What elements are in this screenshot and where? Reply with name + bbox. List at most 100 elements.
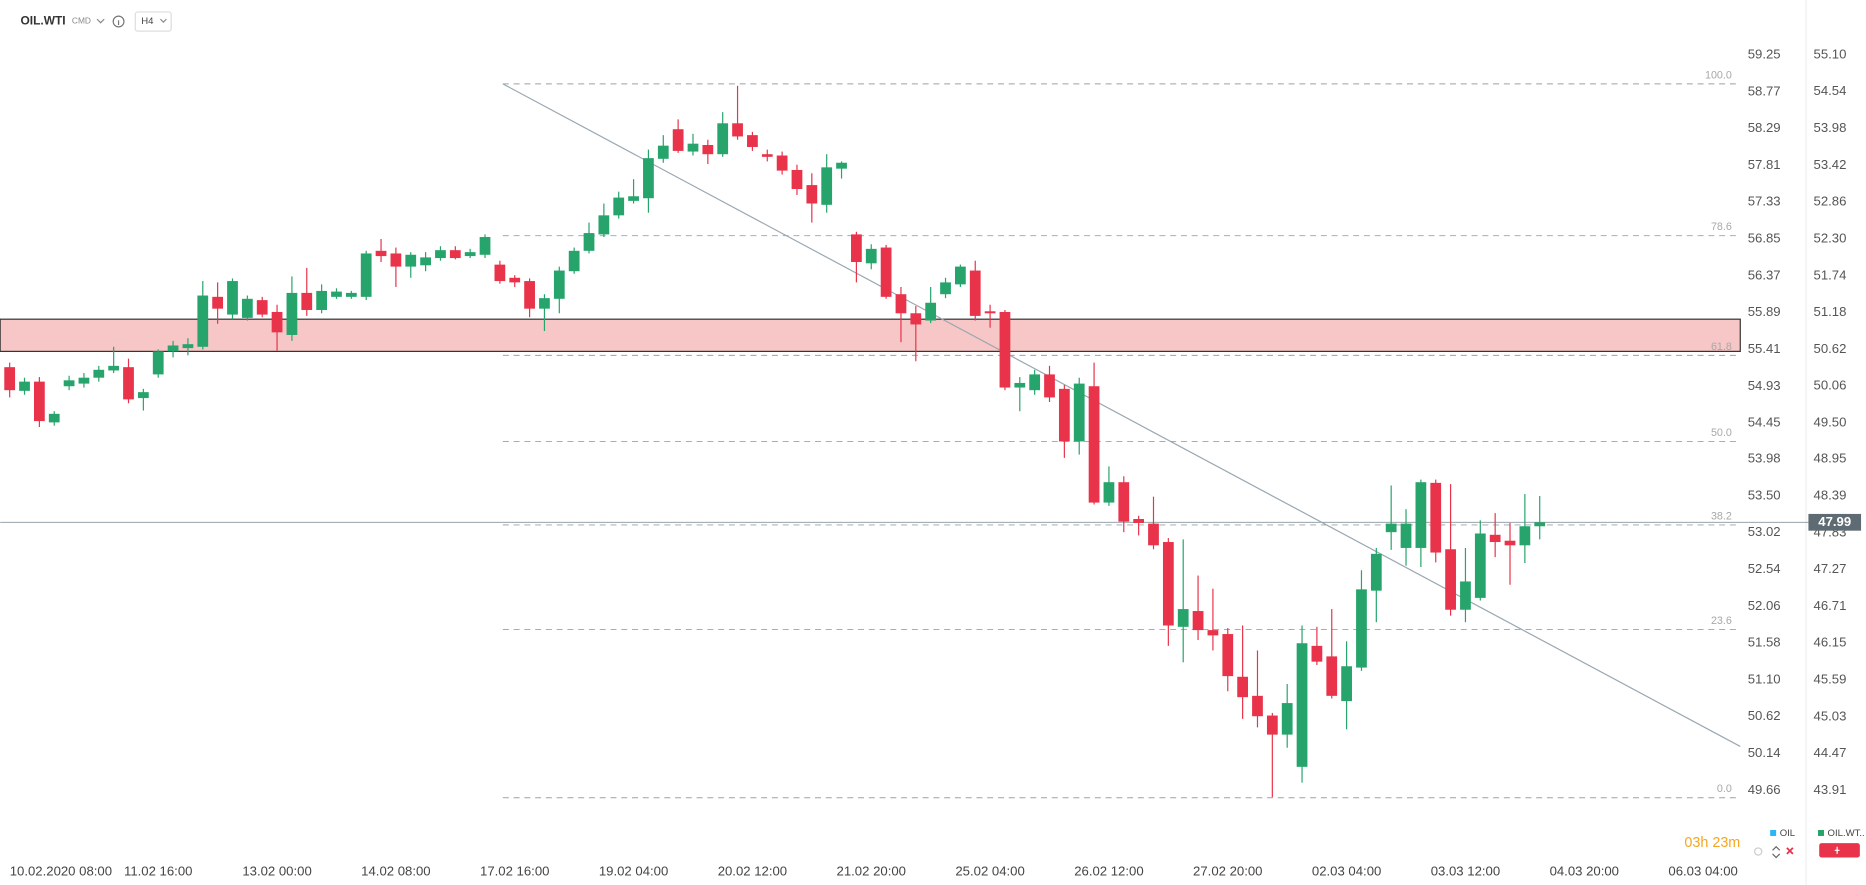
- candle-body: [63, 380, 75, 387]
- candle-body: [955, 266, 966, 285]
- candle-body: [687, 143, 699, 152]
- candle-body: [524, 281, 535, 309]
- candle-body: [1430, 482, 1442, 553]
- y2-tick-label: 54.54: [1814, 83, 1847, 98]
- dropdown-arrow[interactable]: [96, 18, 105, 24]
- candle-body: [33, 381, 45, 422]
- candle-body: [1519, 526, 1531, 546]
- timeframe-select[interactable]: [134, 11, 172, 32]
- candle-body: [345, 292, 357, 297]
- candle-body: [1474, 533, 1486, 598]
- y2-tick-label: 44.47: [1814, 745, 1847, 760]
- legend-swatch: [1770, 829, 1777, 836]
- candle-body: [925, 302, 937, 321]
- eye-icon[interactable]: [1754, 847, 1763, 856]
- candle-body: [182, 344, 194, 349]
- order-arrows[interactable]: [1772, 845, 1781, 859]
- countdown: 03h 23m: [1684, 835, 1740, 851]
- candle-body: [167, 345, 179, 352]
- y-tick-label: 51.10: [1748, 671, 1781, 686]
- y2-tick-label: 55.10: [1814, 46, 1847, 61]
- candle-body: [152, 351, 164, 375]
- candle-body: [271, 311, 283, 333]
- remove-button-icon: [1834, 846, 1840, 854]
- candle-body: [464, 252, 476, 257]
- y-tick-label: 54.93: [1748, 378, 1781, 393]
- y2-tick-label: 52.30: [1814, 230, 1847, 245]
- candle-body: [1415, 482, 1427, 548]
- y2-tick-label: 52.86: [1814, 194, 1847, 209]
- candle-body: [1014, 382, 1026, 388]
- x-tick-label: 04.03 20:00: [1550, 863, 1619, 878]
- candle-body: [375, 250, 387, 257]
- y-tick-label: 51.58: [1748, 635, 1781, 650]
- candle-body: [123, 367, 134, 400]
- candle-body: [553, 270, 565, 299]
- fib-label: 23.6: [1711, 615, 1732, 627]
- y2-tick-label: 51.18: [1814, 304, 1847, 319]
- candle-body: [1073, 383, 1085, 442]
- y-tick-label: 53.98: [1748, 451, 1781, 466]
- candle-body: [1266, 715, 1278, 735]
- candle-body: [1148, 523, 1159, 546]
- x-tick-label: 06.03 04:00: [1668, 863, 1737, 878]
- y-tick-label: 53.02: [1748, 524, 1781, 539]
- candle-body: [984, 311, 996, 314]
- axes: 59.25 58.77 58.29 57.81 57.33 56.85 56.37 55.89…: [10, 46, 1862, 878]
- y2-tick-label: 53.42: [1814, 157, 1847, 172]
- legend-label: OIL.WT..: [1828, 828, 1865, 839]
- candle-body: [1118, 482, 1130, 522]
- x-tick-label: 02.03 04:00: [1312, 863, 1381, 878]
- candle-body: [227, 281, 238, 315]
- y2-tick-label: 50.62: [1814, 341, 1847, 356]
- candle-body: [1162, 542, 1174, 626]
- y-tick-label: 58.77: [1748, 83, 1781, 98]
- y-tick-label: 50.62: [1748, 708, 1781, 723]
- candle-body: [851, 234, 862, 262]
- candle-body: [108, 365, 120, 371]
- legend: OIL OIL.WT..: [1770, 828, 1865, 839]
- candle-body: [940, 282, 951, 295]
- candle-body: [241, 298, 253, 318]
- candle-body: [539, 298, 550, 309]
- candle-body: [405, 254, 417, 267]
- fib-label: 0.0: [1717, 783, 1732, 795]
- candle-body: [420, 257, 431, 266]
- y-tick-label: 56.37: [1748, 267, 1781, 282]
- candle-body: [999, 311, 1011, 388]
- candle-body: [1534, 522, 1546, 527]
- symbol[interactable]: OIL.WTI: [20, 14, 65, 28]
- y-tick-label: 55.41: [1748, 341, 1781, 356]
- x-tick-label: 03.03 12:00: [1431, 863, 1500, 878]
- y2-tick-label: 46.15: [1814, 635, 1847, 650]
- candle-body: [1400, 523, 1412, 548]
- candle-body: [435, 250, 446, 259]
- candle-body: [1460, 581, 1471, 610]
- y-tick-label: 59.25: [1748, 47, 1781, 62]
- candle-body: [212, 296, 224, 309]
- candle-body: [494, 264, 506, 282]
- candle-body: [1504, 540, 1516, 546]
- close-icon[interactable]: [1786, 847, 1794, 855]
- candle-body: [449, 250, 461, 259]
- candle-body: [643, 158, 654, 199]
- candle-body: [1489, 534, 1501, 543]
- y-tick-label: 49.66: [1748, 782, 1781, 797]
- x-tick-label: 27.02 20:00: [1193, 863, 1262, 878]
- candle-body: [286, 292, 298, 335]
- candle-body: [1311, 645, 1323, 662]
- y-tick-label: 53.50: [1748, 487, 1781, 502]
- x-tick-label: 17.02 16:00: [480, 863, 549, 878]
- y-tick-label: 57.81: [1748, 157, 1781, 172]
- candle-body: [702, 144, 714, 155]
- market: CMD: [72, 16, 91, 26]
- candle-body: [479, 237, 491, 255]
- candle-body: [1296, 643, 1308, 767]
- candle-body: [1326, 656, 1338, 696]
- y2-tick-label: 53.98: [1814, 120, 1847, 135]
- candle-body: [1341, 666, 1352, 702]
- candle-body: [1370, 553, 1382, 591]
- info-icon[interactable]: [112, 15, 125, 28]
- zone: [0, 318, 1741, 352]
